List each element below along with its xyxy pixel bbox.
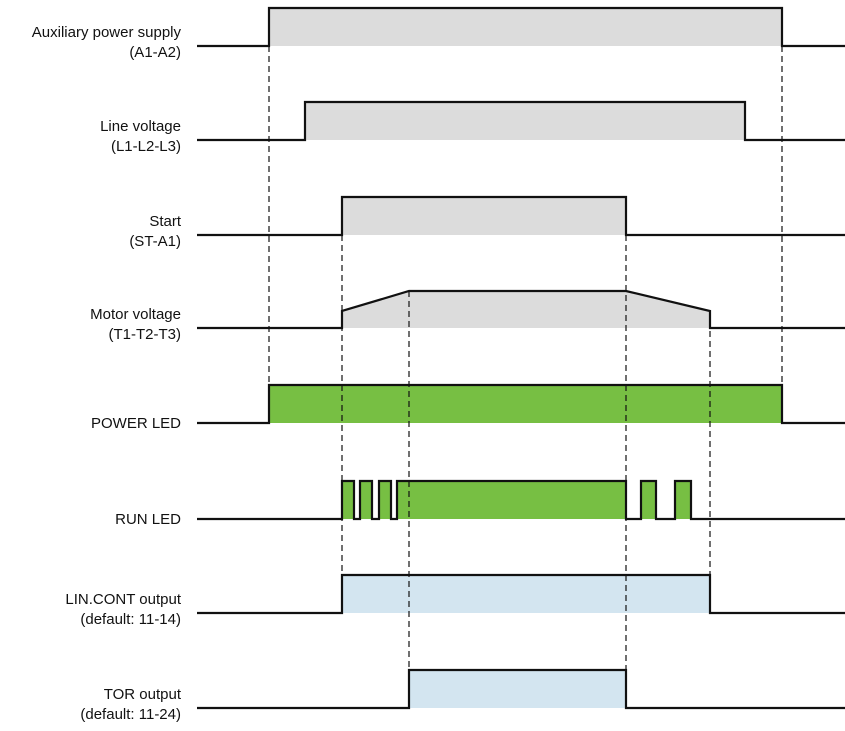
start-sublabel: (ST-A1) [129, 233, 181, 250]
run-led-label: RUN LED [115, 511, 181, 528]
start-trace [197, 195, 845, 237]
start-fill [342, 197, 626, 235]
power-led-fill [269, 385, 782, 423]
line-label: Line voltage [100, 118, 181, 135]
signal-traces [197, 6, 845, 710]
line-fill [305, 102, 745, 140]
aux-trace [197, 6, 845, 48]
line-sublabel: (L1-L2-L3) [111, 138, 181, 155]
lincont-label: LIN.CONT output [65, 591, 181, 608]
tor-sublabel: (default: 11-24) [80, 706, 181, 723]
run-led-pulse [641, 481, 656, 519]
lincont-trace [197, 573, 845, 615]
power-led-trace [197, 383, 845, 425]
tor-trace [197, 668, 845, 710]
signal-fills [269, 8, 782, 708]
lincont-fill [342, 575, 710, 613]
signal-labels: Auxiliary power supply (A1-A2) Line volt… [32, 24, 182, 723]
run-led-pulse [379, 481, 391, 519]
run-led-trace [197, 479, 845, 521]
aux-fill [269, 8, 782, 46]
aux-label: Auxiliary power supply [32, 24, 182, 41]
motor-fill [342, 291, 710, 328]
motor-sublabel: (T1-T2-T3) [109, 326, 182, 343]
run-led-fills [342, 481, 691, 519]
lincont-sublabel: (default: 11-14) [80, 611, 181, 628]
run-led-pulse [360, 481, 372, 519]
run-led-pulse [397, 481, 626, 519]
motor-trace [197, 289, 845, 330]
tor-label: TOR output [104, 686, 182, 703]
aux-sublabel: (A1-A2) [129, 44, 181, 61]
tor-fill [409, 670, 626, 708]
line-trace [197, 100, 845, 142]
guide-lines [268, 46, 783, 708]
motor-label: Motor voltage [90, 306, 181, 323]
run-led-pulse [675, 481, 691, 519]
power-led-label: POWER LED [91, 415, 181, 432]
run-led-pulse [342, 481, 354, 519]
start-label: Start [149, 213, 182, 230]
